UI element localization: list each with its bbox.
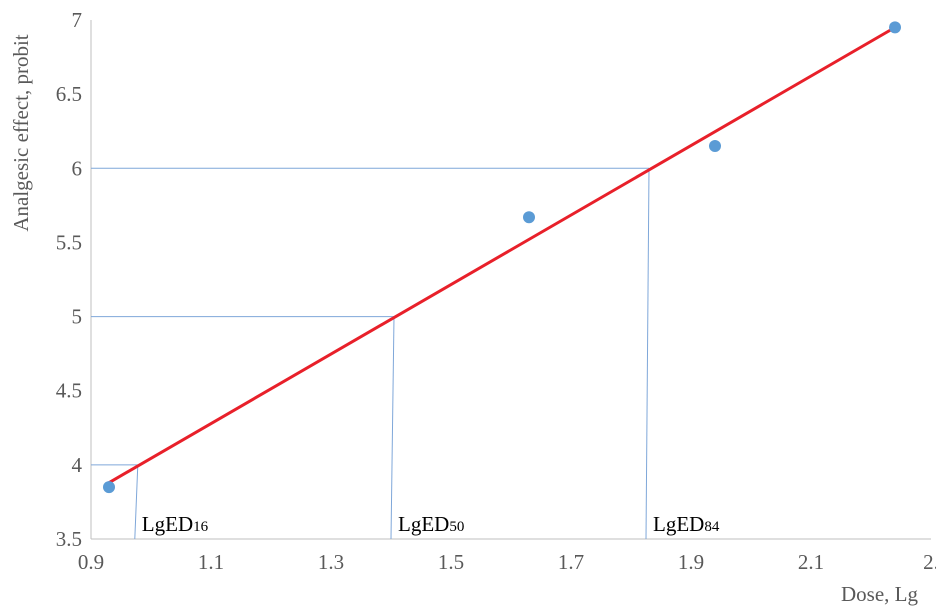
y-tick-label: 5	[72, 305, 83, 329]
x-tick-label: 1.9	[678, 550, 704, 574]
reference-line-vertical	[645, 168, 650, 540]
axes	[90, 20, 931, 540]
tick-labels: 0.9 1.1 1.3 1.5 1.7 1.9 2.1 2. 3.5 4 4.5 5 5.5 6 6.5 7	[56, 8, 936, 574]
x-tick-label: 1.1	[198, 550, 224, 574]
y-tick-label: 5.5	[56, 230, 82, 254]
data-point	[709, 140, 721, 153]
y-axis-title: Analgesic effect, probit	[9, 34, 33, 231]
x-axis-title: Dose, Lg	[841, 582, 918, 606]
fit-line-group	[107, 25, 897, 485]
reference-annotations: LgED16 LgED50 LgED84	[142, 512, 720, 536]
reference-label: LgED16	[142, 512, 209, 536]
fit-line	[107, 25, 897, 485]
data-point	[103, 481, 115, 494]
y-tick-label: 7	[72, 8, 83, 32]
x-tick-label: 2.	[923, 550, 936, 574]
reference-label: LgED50	[398, 512, 464, 536]
reference-line-vertical	[134, 464, 139, 540]
x-tick-label: 0.9	[78, 550, 104, 574]
reference-lines	[91, 167, 650, 540]
x-tick-label: 1.7	[558, 550, 584, 574]
y-tick-label: 6	[72, 156, 83, 180]
y-tick-label: 4	[72, 453, 83, 477]
x-tick-label: 1.3	[318, 550, 344, 574]
y-tick-label: 6.5	[56, 82, 82, 106]
x-tick-label: 2.1	[798, 550, 824, 574]
data-points	[103, 21, 901, 494]
reference-line-vertical	[390, 316, 395, 540]
data-point	[889, 21, 901, 34]
y-tick-label: 4.5	[56, 379, 82, 403]
x-tick-label: 1.5	[438, 550, 464, 574]
y-tick-label: 3.5	[56, 527, 82, 551]
reference-label: LgED84	[653, 512, 720, 536]
data-point	[523, 211, 535, 224]
